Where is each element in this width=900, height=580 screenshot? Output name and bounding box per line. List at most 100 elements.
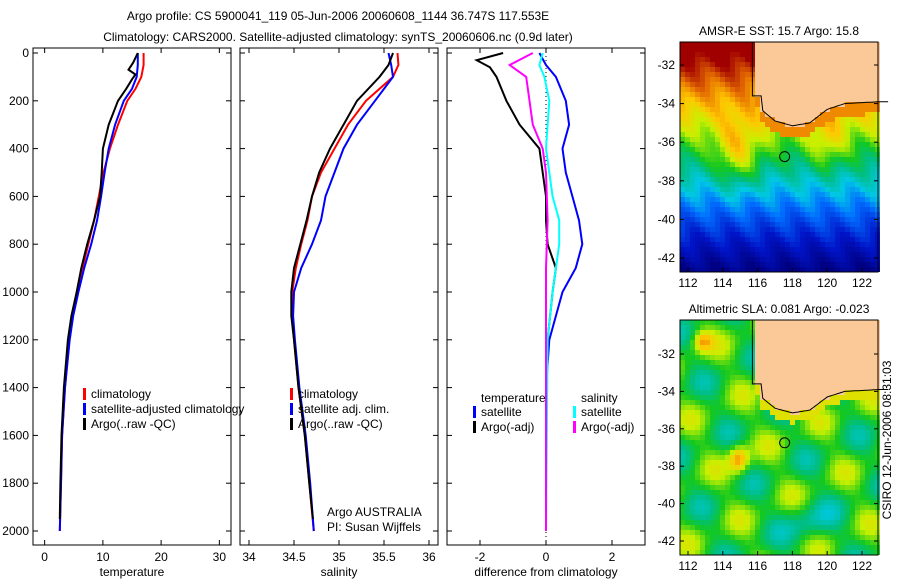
map-cell (865, 57, 870, 62)
map-cell (700, 132, 705, 137)
map-cell (770, 465, 775, 470)
map-cell (690, 415, 695, 420)
map-cell (820, 132, 825, 137)
map-cell (715, 262, 720, 267)
map-cell (685, 57, 690, 62)
map-cell (740, 500, 745, 505)
map-cell (845, 360, 850, 365)
map-cell (790, 152, 795, 157)
map-cell (700, 112, 705, 117)
map-cell (760, 222, 765, 227)
map-cell (685, 405, 690, 410)
map-cell (815, 137, 820, 142)
map-cell (745, 77, 750, 82)
map-cell (870, 540, 875, 545)
map-cell (835, 97, 840, 102)
map-cell (830, 87, 835, 92)
map-cell (870, 410, 875, 415)
map-cell (860, 440, 865, 445)
map-cell (835, 375, 840, 380)
map-cell (860, 405, 865, 410)
map-cell (830, 535, 835, 540)
map-cell (800, 262, 805, 267)
map-cell (720, 152, 725, 157)
map-cell (690, 380, 695, 385)
map-cell (815, 237, 820, 242)
y-tick-label: -34 (658, 384, 676, 398)
map-cell (840, 365, 845, 370)
map-cell (805, 550, 810, 555)
map-cell (710, 77, 715, 82)
map-cell (690, 515, 695, 520)
map-cell (700, 345, 705, 350)
map-cell (770, 340, 775, 345)
map-cell (850, 222, 855, 227)
map-cell (840, 425, 845, 430)
map-cell (715, 42, 720, 47)
map-cell (805, 405, 810, 410)
map-cell (870, 137, 875, 142)
map-cell (865, 242, 870, 247)
map-cell (680, 365, 685, 370)
map-cell (820, 217, 825, 222)
map-cell (685, 500, 690, 505)
map-cell (765, 405, 770, 410)
map-cell (775, 375, 780, 380)
map-cell (820, 152, 825, 157)
map-cell (710, 360, 715, 365)
map-cell (765, 435, 770, 440)
map-cell (835, 162, 840, 167)
map-cell (705, 510, 710, 515)
map-cell (835, 77, 840, 82)
map-cell (745, 530, 750, 535)
map-cell (815, 197, 820, 202)
map-cell (745, 500, 750, 505)
map-cell (680, 400, 685, 405)
map-cell (835, 435, 840, 440)
map-cell (715, 380, 720, 385)
map-cell (795, 530, 800, 535)
map-cell (685, 47, 690, 52)
map-cell (800, 47, 805, 52)
map-cell (825, 82, 830, 87)
map-cell (805, 540, 810, 545)
map-cell (765, 495, 770, 500)
map-cell (715, 510, 720, 515)
map-cell (765, 530, 770, 535)
map-cell (740, 505, 745, 510)
map-cell (745, 187, 750, 192)
map-cell (690, 157, 695, 162)
map-cell (735, 540, 740, 545)
map-cell (815, 57, 820, 62)
map-cell (715, 330, 720, 335)
map-cell (780, 242, 785, 247)
map-cell (865, 380, 870, 385)
map-cell (790, 247, 795, 252)
map-cell (710, 510, 715, 515)
map-cell (740, 252, 745, 257)
map-cell (770, 485, 775, 490)
map-cell (725, 207, 730, 212)
map-cell (725, 375, 730, 380)
map-cell (780, 370, 785, 375)
map-cell (765, 92, 770, 97)
map-cell (795, 77, 800, 82)
map-cell (810, 360, 815, 365)
map-cell (685, 172, 690, 177)
map-cell (835, 515, 840, 520)
map-cell (865, 335, 870, 340)
map-cell (680, 490, 685, 495)
map-cell (710, 490, 715, 495)
map-cell (855, 257, 860, 262)
map-cell (805, 490, 810, 495)
map-cell (815, 212, 820, 217)
map-cell (840, 62, 845, 67)
map-cell (770, 82, 775, 87)
map-cell (705, 82, 710, 87)
map-cell (740, 242, 745, 247)
map-cell (850, 167, 855, 172)
map-cell (855, 42, 860, 47)
map-cell (680, 122, 685, 127)
map-cell (700, 515, 705, 520)
map-cell (750, 540, 755, 545)
